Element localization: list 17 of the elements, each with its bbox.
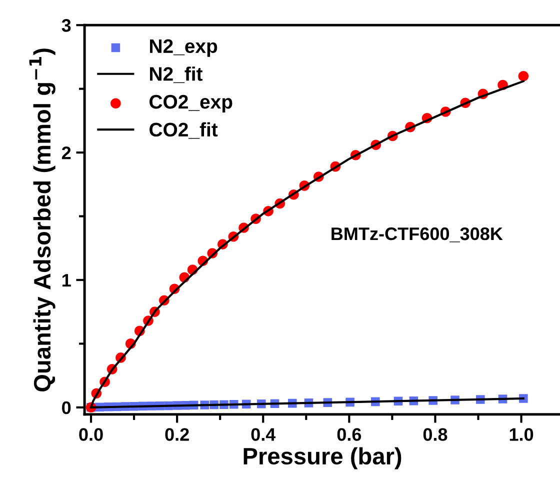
legend-label: N2_exp [150, 39, 218, 57]
x-axis-title: Pressure (bar) [244, 447, 402, 470]
annotation: BMTz-CTF600_308K [332, 227, 503, 242]
x-tick-label: 0.8 [423, 428, 448, 441]
legend-label: CO2_fit [150, 122, 218, 139]
x-tick-label: 0.2 [165, 428, 189, 441]
x-tick-label: 0.0 [79, 428, 103, 441]
y-tick-label: 3 [62, 19, 71, 32]
x-tick-label: 1.0 [510, 428, 534, 441]
legend-label: N2_fit [150, 66, 203, 84]
x-tick-label: 0.6 [337, 428, 362, 441]
y-tick-label: 0 [62, 401, 71, 414]
y-tick-label: 2 [62, 146, 71, 160]
x-tick-label: 0.4 [251, 428, 276, 441]
y-tick-label: 1 [62, 274, 71, 287]
legend-label: CO2_exp [150, 94, 232, 113]
y-axis-title: Quantity Adsorbed (mmol g$^{−1}$) [29, 48, 56, 392]
